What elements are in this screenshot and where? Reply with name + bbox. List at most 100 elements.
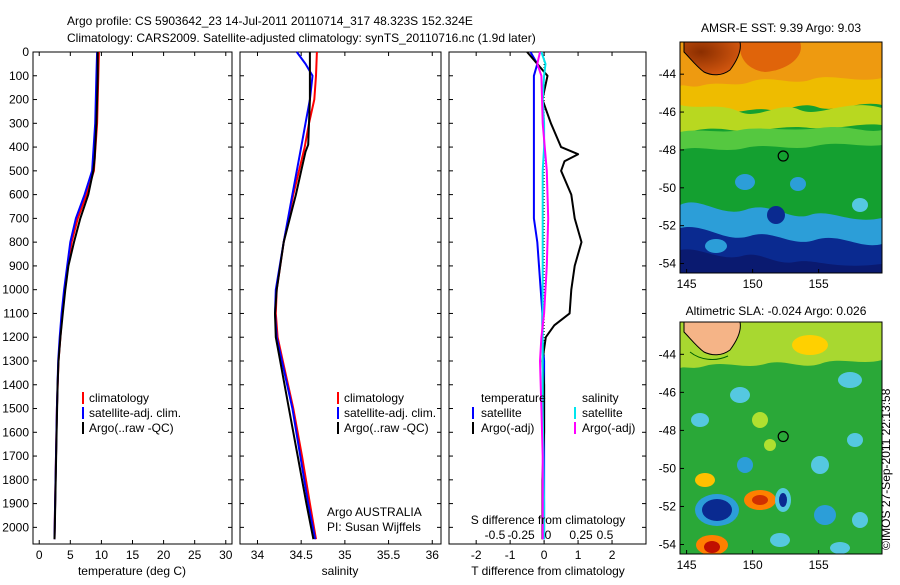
x-tick-label: 145: [677, 558, 697, 572]
y-tick-label: 0: [22, 45, 29, 59]
y-tick-label: 1700: [2, 449, 29, 463]
temperature-axes-box: [32, 51, 233, 545]
figure-title-line2: Climatology: CARS2009. Satellite-adjuste…: [67, 31, 536, 45]
legend-temperature-title: temperature: [481, 391, 546, 405]
y-tick-label: -52: [659, 499, 677, 513]
sla-map-frame: [679, 321, 883, 555]
legend-argo-label: Argo(..raw -QC): [89, 421, 174, 435]
legend-satellite-label: satellite-adj. clim.: [89, 406, 181, 420]
y-tick-label: -54: [659, 257, 677, 271]
salinity-legend: climatology satellite-adj. clim. Argo(..…: [337, 391, 436, 435]
y-tick-label: 400: [9, 140, 29, 154]
y-tick-label: 200: [9, 93, 29, 107]
top-tick-label: 0.5: [597, 528, 614, 542]
salinity-axes-box: [239, 51, 442, 545]
sst-map-frame: [679, 41, 883, 274]
legend-satellite-label: satellite-adj. clim.: [344, 406, 436, 420]
x-tick-label: 1: [575, 548, 582, 562]
y-tick-label: 1300: [2, 354, 29, 368]
top-tick-label: 0.25: [569, 528, 593, 542]
legend-climatology-label: climatology: [89, 391, 149, 405]
x-tick-label: 2: [609, 548, 616, 562]
tasmania-coastline: [683, 42, 741, 76]
y-tick-label: 1500: [2, 402, 29, 416]
y-tick-label: -50: [659, 181, 677, 195]
y-tick-label: 100: [9, 69, 29, 83]
imos-timestamp-watermark: ©IMOS 27-Sep-2011 22:13:58: [879, 388, 893, 550]
y-tick-label: 600: [9, 188, 29, 202]
y-tick-label: -54: [659, 537, 677, 551]
salinity-annotation-line1: Argo AUSTRALIA: [327, 505, 422, 519]
y-tick-label: 700: [9, 211, 29, 225]
difference-top-ticks: -0.5 -0.25 0 0.25 0.5: [485, 528, 614, 542]
difference-legend-salinity: salinity satellite Argo(-adj): [574, 391, 635, 435]
y-tick-label: -46: [659, 105, 677, 119]
y-tick-label: -48: [659, 423, 677, 437]
temperature-legend: climatology satellite-adj. clim. Argo(..…: [82, 391, 181, 435]
legend-t-satellite-label: satellite: [481, 406, 522, 420]
y-tick-label: -50: [659, 461, 677, 475]
legend-t-argo-label: Argo(-adj): [481, 421, 534, 435]
x-tick-label: 150: [743, 277, 763, 291]
salinity-panel: 34 34.5 35 35.5 36 climatology satellite-adj…: [239, 51, 442, 578]
top-tick-label: -0.5: [485, 528, 506, 542]
x-tick-label: -1: [505, 548, 516, 562]
top-tick-label: 0: [545, 528, 552, 542]
y-tick-label: 900: [9, 259, 29, 273]
legend-s-satellite-label: satellite: [582, 406, 623, 420]
y-tick-label: 800: [9, 235, 29, 249]
x-tick-label: 20: [157, 548, 171, 562]
x-tick-label: 15: [126, 548, 140, 562]
x-tick-label: 0: [36, 548, 43, 562]
x-tick-label: 34: [251, 548, 265, 562]
sla-map-title: Altimetric SLA: -0.024 Argo: 0.026: [686, 304, 867, 318]
y-tick-label: -44: [659, 67, 677, 81]
x-tick-label: 150: [743, 558, 763, 572]
argo-position-marker: [777, 430, 789, 443]
top-tick-label: -0.25: [507, 528, 535, 542]
sla-map-panel: Altimetric SLA: -0.024 Argo: 0.026: [659, 304, 883, 572]
x-tick-label: 35.5: [377, 548, 401, 562]
x-tick-label: 0: [541, 548, 548, 562]
y-tick-label: -52: [659, 219, 677, 233]
y-tick-label: 300: [9, 116, 29, 130]
series-line-argo-raw-qc-: [53, 52, 99, 540]
x-tick-label: 145: [677, 277, 697, 291]
y-tick-label: 1200: [2, 330, 29, 344]
y-tick-label: 1100: [3, 306, 29, 320]
y-tick-label: 1800: [2, 473, 29, 487]
x-tick-label: 5: [67, 548, 74, 562]
sst-heatmap: [680, 42, 882, 273]
temperature-xlabel: temperature (deg C): [78, 564, 186, 578]
x-tick-label: 25: [188, 548, 202, 562]
temperature-panel: 0 5 10 15 20 25 300100200300400500600700800900…: [2, 45, 232, 578]
y-tick-label: 1400: [2, 378, 29, 392]
argo-position-marker: [777, 150, 789, 162]
x-tick-label: -2: [471, 548, 482, 562]
sst-map-title: AMSR-E SST: 9.39 Argo: 9.03: [701, 21, 861, 35]
salinity-series: [274, 51, 318, 540]
y-tick-label: 1000: [2, 283, 29, 297]
x-tick-label: 155: [809, 277, 829, 291]
x-tick-label: 34.5: [289, 548, 313, 562]
salinity-xlabel: salinity: [322, 564, 359, 578]
y-tick-label: -48: [659, 143, 677, 157]
series-line-t-argo-adj-: [526, 51, 583, 540]
y-tick-label: 1600: [2, 425, 29, 439]
temperature-series: [53, 51, 100, 540]
y-tick-label: 1900: [2, 497, 29, 511]
y-tick-label: -44: [659, 347, 677, 361]
difference-xlabel: T difference from climatology: [471, 564, 625, 578]
x-tick-label: 30: [219, 548, 233, 562]
x-tick-label: 10: [95, 548, 109, 562]
sst-map-panel: AMSR-E SST: 9.39 Argo: 9.03 145 150 155 -44…: [659, 21, 883, 291]
sla-heatmap: [680, 322, 882, 554]
y-tick-label: 2000: [2, 520, 29, 534]
legend-argo-label: Argo(..raw -QC): [344, 421, 429, 435]
tasmania-coastline: [683, 322, 741, 356]
difference-legend-temperature: temperature satellite Argo(-adj): [472, 391, 546, 435]
difference-xlabel-top: S difference from climatology: [471, 513, 626, 527]
x-tick-label: 35: [338, 548, 352, 562]
figure-title-line1: Argo profile: CS 5903642_23 14-Jul-2011 …: [67, 14, 473, 28]
